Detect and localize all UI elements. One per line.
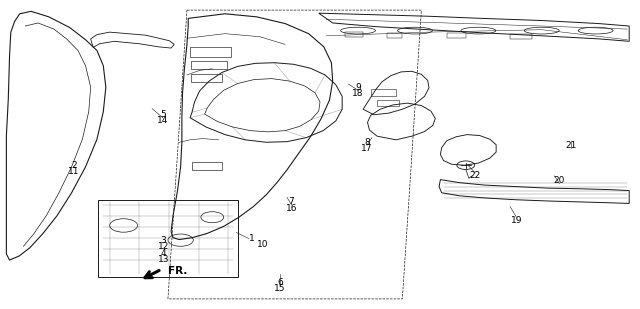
Text: 8: 8 <box>364 138 370 147</box>
Text: 14: 14 <box>157 116 168 125</box>
Text: 5: 5 <box>160 110 166 119</box>
Text: 1: 1 <box>249 234 255 243</box>
Text: 20: 20 <box>554 176 565 185</box>
Text: 12: 12 <box>158 242 169 252</box>
Text: 3: 3 <box>161 236 166 245</box>
Text: 2: 2 <box>71 161 77 170</box>
Bar <box>377 100 399 106</box>
Text: 19: 19 <box>511 216 522 225</box>
Bar <box>192 162 223 170</box>
Text: 16: 16 <box>285 204 297 213</box>
Text: 6: 6 <box>277 278 283 287</box>
Text: 10: 10 <box>257 240 268 249</box>
Bar <box>346 32 363 37</box>
Text: 9: 9 <box>355 83 361 92</box>
Text: 4: 4 <box>161 248 166 257</box>
Text: 22: 22 <box>470 171 481 180</box>
Text: 15: 15 <box>275 284 286 293</box>
Text: 18: 18 <box>352 89 364 98</box>
Bar <box>191 61 227 69</box>
Text: 11: 11 <box>68 167 80 176</box>
Text: FR.: FR. <box>168 266 188 276</box>
Bar <box>510 34 532 39</box>
Bar <box>447 33 466 38</box>
Text: 17: 17 <box>361 144 372 153</box>
Text: 13: 13 <box>157 255 169 264</box>
Bar <box>387 33 403 38</box>
Text: 21: 21 <box>565 141 577 150</box>
Bar <box>190 48 231 57</box>
Bar <box>371 89 396 96</box>
Bar <box>191 74 223 82</box>
Text: 7: 7 <box>289 197 294 206</box>
